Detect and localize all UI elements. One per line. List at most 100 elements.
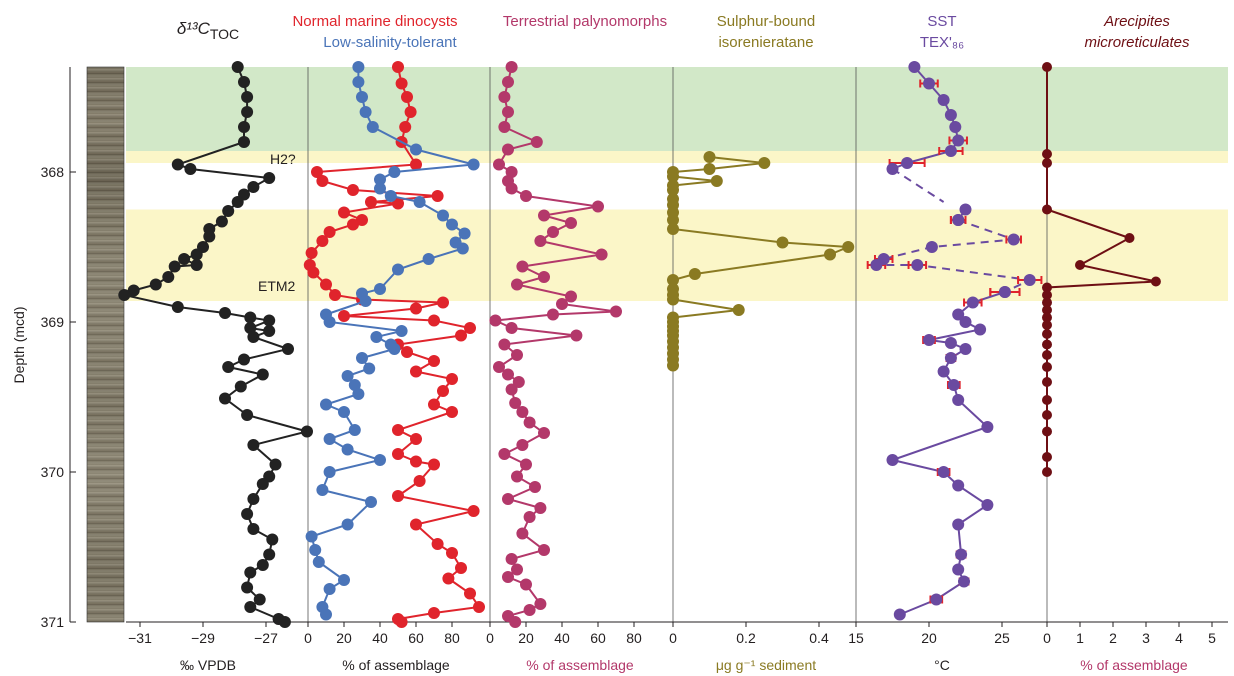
- data-point: [493, 158, 505, 171]
- data-point: [365, 196, 377, 208]
- terrestrial-title: Terrestrial palynomorphs: [503, 13, 667, 30]
- data-point: [509, 616, 522, 628]
- data-point: [505, 322, 518, 334]
- data-point: [502, 76, 514, 88]
- data-point: [493, 361, 505, 373]
- arecipites-title-line1: Arecipites: [1103, 13, 1170, 30]
- data-point: [758, 157, 771, 169]
- data-point: [244, 322, 257, 334]
- data-point: [316, 484, 329, 496]
- series-0: [118, 61, 313, 628]
- data-point: [234, 380, 247, 393]
- data-point: [392, 263, 404, 276]
- data-point: [944, 337, 957, 349]
- y-tick-label: 371: [41, 614, 65, 630]
- data-point: [944, 109, 957, 121]
- series-4: [667, 151, 855, 372]
- data-point: [1124, 233, 1135, 243]
- data-point: [952, 563, 965, 576]
- data-point: [498, 91, 511, 103]
- dino-x-tick-label: 20: [336, 630, 352, 646]
- data-point: [365, 496, 377, 508]
- series-9: [886, 286, 1021, 621]
- sst-title-line2: TEX'₈₆: [920, 34, 964, 51]
- data-point: [356, 91, 368, 103]
- data-point: [464, 322, 476, 334]
- data-point: [238, 76, 250, 88]
- data-point: [1042, 297, 1052, 308]
- data-point: [538, 271, 550, 283]
- data-point: [301, 425, 313, 438]
- data-point: [523, 604, 536, 616]
- data-point: [392, 448, 404, 460]
- data-point: [505, 166, 518, 178]
- data-point: [437, 296, 449, 309]
- data-point: [502, 368, 514, 381]
- data-point: [667, 223, 679, 235]
- data-point: [509, 397, 522, 409]
- data-point: [171, 158, 184, 171]
- data-point: [688, 268, 701, 280]
- data-point: [842, 241, 855, 253]
- data-point: [1042, 329, 1052, 339]
- event-label-h2: H2?: [270, 151, 296, 167]
- data-point: [231, 196, 244, 208]
- data-point: [392, 490, 404, 502]
- data-point: [947, 379, 960, 391]
- data-point: [323, 583, 336, 595]
- data-point: [219, 392, 231, 405]
- d13c-title: δ¹³CTOC: [177, 19, 239, 42]
- data-point: [263, 325, 276, 337]
- arecipites-x-tick-label: 4: [1175, 630, 1183, 646]
- data-point: [565, 217, 577, 229]
- data-point: [305, 247, 318, 259]
- data-point: [502, 571, 514, 583]
- data-point: [348, 424, 361, 436]
- data-point: [222, 361, 235, 373]
- data-point: [222, 205, 235, 217]
- series-3: [489, 61, 622, 628]
- core-photo-strip: [86, 66, 125, 623]
- data-point: [374, 283, 386, 295]
- event-label-etm2: ETM2: [258, 278, 296, 294]
- data-point: [547, 226, 559, 238]
- data-point: [974, 323, 987, 336]
- sst-x-tick-label: 25: [994, 630, 1010, 646]
- data-point: [534, 235, 547, 247]
- data-point: [458, 227, 471, 240]
- data-point: [1042, 312, 1052, 323]
- data-point: [516, 406, 529, 418]
- data-point: [511, 563, 523, 576]
- data-point: [534, 502, 547, 514]
- data-point: [467, 505, 480, 517]
- data-point: [341, 443, 354, 456]
- dino-x-tick-label: 60: [408, 630, 424, 646]
- data-point: [323, 316, 336, 328]
- data-point: [413, 475, 426, 487]
- data-point: [886, 454, 899, 466]
- data-point: [1150, 276, 1161, 287]
- data-point: [776, 236, 789, 249]
- data-point: [410, 433, 422, 445]
- data-point: [520, 578, 532, 591]
- data-point: [1007, 233, 1020, 246]
- series-layer: [118, 61, 1161, 628]
- data-point: [667, 359, 679, 372]
- x-axis-labels: ‰ VPDB % of assemblage % of assemblage μ…: [180, 657, 1188, 673]
- data-point: [467, 158, 480, 171]
- series-6: [891, 168, 945, 203]
- data-point: [363, 362, 376, 375]
- sst-title-line1: SST: [927, 13, 956, 30]
- series-line: [308, 66, 481, 623]
- y-tick-label: 369: [41, 314, 65, 330]
- data-point: [534, 598, 547, 610]
- sulphur-title-line2: isorenieratane: [718, 34, 813, 51]
- data-point: [703, 151, 716, 163]
- y-axis-label: Depth (mcd): [11, 306, 27, 383]
- data-point: [959, 316, 972, 328]
- data-point: [247, 331, 260, 343]
- data-point: [374, 173, 386, 186]
- data-point: [505, 553, 518, 565]
- data-point: [870, 259, 883, 271]
- data-point: [256, 478, 269, 490]
